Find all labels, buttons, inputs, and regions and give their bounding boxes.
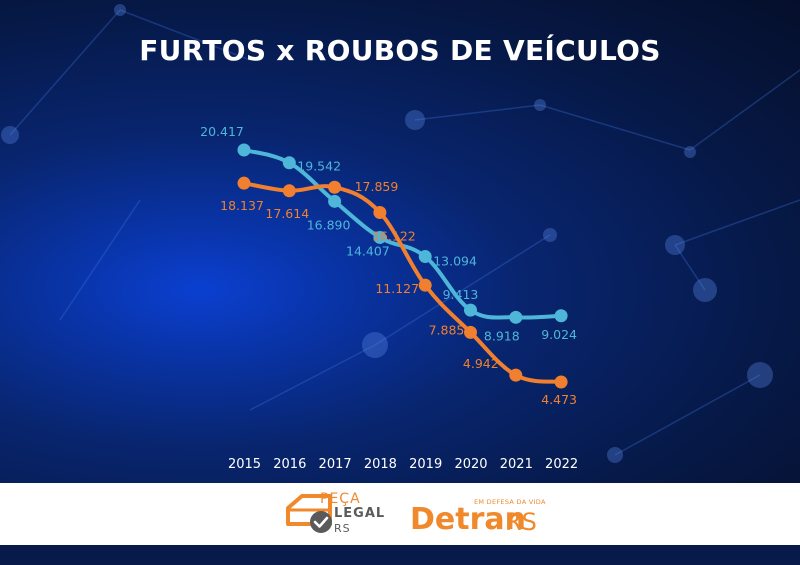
data-point: [418, 250, 432, 264]
data-point: [237, 176, 251, 190]
chart-title: FURTOS x ROUBOS DE VEÍCULOS: [139, 34, 661, 67]
detran-logo-word: Detran: [410, 502, 526, 537]
peca-legal-line2: LEGAL: [334, 506, 386, 521]
data-label: 18.137: [220, 198, 264, 213]
data-label: 19.542: [297, 159, 341, 174]
network-decoration: [1, 4, 800, 463]
data-point: [237, 143, 251, 157]
data-point: [464, 303, 477, 317]
data-label: 20.417: [200, 124, 244, 139]
data-label: 14.407: [346, 243, 390, 258]
bottom-strip: [0, 545, 800, 565]
peca-legal-line1: PEÇA: [320, 491, 361, 507]
x-tick-label: 2015: [228, 457, 261, 472]
data-label: 13.094: [433, 254, 477, 269]
x-tick-label: 2017: [319, 457, 352, 472]
data-label: 17.859: [355, 179, 399, 194]
data-point: [328, 180, 342, 194]
network-background: [0, 0, 800, 483]
data-point: [509, 310, 523, 324]
data-label: 8.918: [484, 328, 520, 343]
line-chart: 2015 2016 2017 2018 2019 2020 2021 2022 20.417 19…: [200, 124, 578, 472]
data-label: 4.473: [541, 392, 577, 407]
data-point: [554, 309, 568, 323]
data-label: 16.890: [307, 217, 351, 232]
x-tick-label: 2020: [454, 457, 487, 472]
data-label: 16.122: [372, 228, 416, 243]
data-point: [418, 278, 432, 292]
data-point: [282, 184, 296, 198]
data-label: 4.942: [463, 356, 499, 371]
detran-logo-suffix: RS: [505, 508, 537, 536]
data-label: 7.885: [429, 322, 465, 337]
x-tick-label: 2021: [500, 457, 533, 472]
check-badge-icon: [310, 511, 332, 533]
data-label: 9.024: [541, 327, 577, 342]
x-tick-label: 2016: [273, 457, 306, 472]
data-point: [373, 205, 387, 219]
car-door-icon: [286, 494, 332, 526]
data-point: [554, 375, 568, 389]
data-label: 17.614: [265, 206, 309, 221]
data-point: [509, 368, 523, 382]
data-label: 11.127: [375, 281, 419, 296]
data-point: [373, 230, 387, 244]
detran-tagline: EM DEFESA DA VIDA: [474, 498, 546, 506]
x-tick-label: 2018: [364, 457, 397, 472]
x-tick-label: 2022: [545, 457, 578, 472]
footer-logos: PEÇA LEGAL RS EM DEFESA DA VIDA Detran R…: [0, 483, 800, 545]
data-point: [282, 156, 296, 170]
data-point: [328, 194, 342, 208]
x-tick-label: 2019: [409, 457, 442, 472]
peca-legal-line3: RS: [334, 522, 351, 535]
series-line-2: [242, 181, 564, 384]
data-point: [464, 325, 477, 339]
data-label: 9.413: [443, 287, 479, 302]
